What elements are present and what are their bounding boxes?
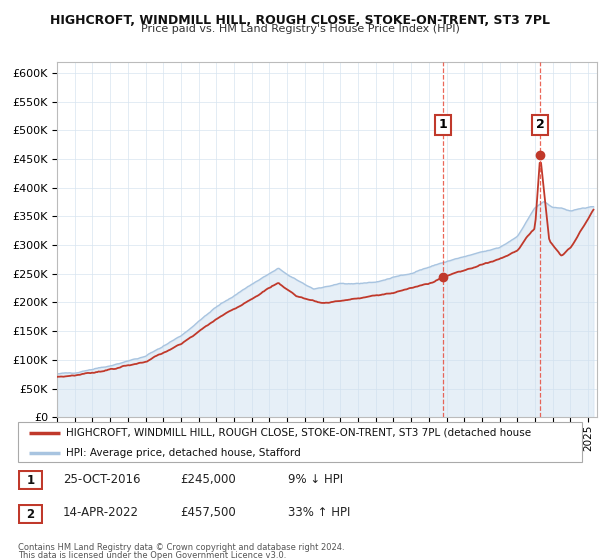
Text: HIGHCROFT, WINDMILL HILL, ROUGH CLOSE, STOKE-ON-TRENT, ST3 7PL: HIGHCROFT, WINDMILL HILL, ROUGH CLOSE, S… (50, 14, 550, 27)
Text: 1: 1 (26, 474, 35, 487)
Text: 14-APR-2022: 14-APR-2022 (63, 506, 139, 520)
Text: 2: 2 (26, 507, 35, 521)
FancyBboxPatch shape (19, 471, 42, 489)
Text: 25-OCT-2016: 25-OCT-2016 (63, 473, 140, 486)
Text: Price paid vs. HM Land Registry's House Price Index (HPI): Price paid vs. HM Land Registry's House … (140, 24, 460, 34)
FancyBboxPatch shape (18, 422, 582, 462)
Text: 2: 2 (536, 118, 545, 131)
FancyBboxPatch shape (19, 505, 42, 523)
Text: HPI: Average price, detached house, Stafford: HPI: Average price, detached house, Staf… (66, 448, 301, 458)
Text: Contains HM Land Registry data © Crown copyright and database right 2024.: Contains HM Land Registry data © Crown c… (18, 543, 344, 552)
Text: 1: 1 (439, 118, 448, 131)
Text: 33% ↑ HPI: 33% ↑ HPI (288, 506, 350, 520)
Text: 9% ↓ HPI: 9% ↓ HPI (288, 473, 343, 486)
Text: £457,500: £457,500 (180, 506, 236, 520)
Text: £245,000: £245,000 (180, 473, 236, 486)
Text: This data is licensed under the Open Government Licence v3.0.: This data is licensed under the Open Gov… (18, 551, 286, 560)
Text: HIGHCROFT, WINDMILL HILL, ROUGH CLOSE, STOKE-ON-TRENT, ST3 7PL (detached house: HIGHCROFT, WINDMILL HILL, ROUGH CLOSE, S… (66, 428, 531, 438)
